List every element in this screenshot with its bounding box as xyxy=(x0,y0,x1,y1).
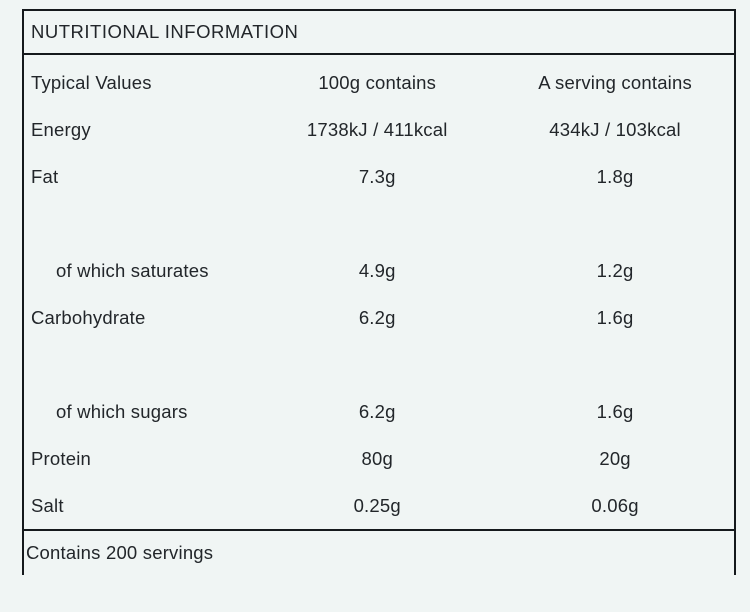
column-header-100g-contains: 100g contains xyxy=(318,71,437,93)
table-row-saturates: of which saturates 4.9g 1.2g xyxy=(24,247,734,294)
value-per-100g: 4.9g xyxy=(358,259,396,281)
value-per-serving: 20g xyxy=(599,447,631,469)
nutrient-label: Carbohydrate xyxy=(31,306,146,328)
value-per-100g: 6.2g xyxy=(358,400,396,422)
nutrient-label: Protein xyxy=(31,447,92,469)
nutrient-label: of which sugars xyxy=(56,400,188,422)
value-per-100g: 6.2g xyxy=(358,306,396,328)
value-per-serving: 1.8g xyxy=(596,165,634,187)
table-body: Typical Values 100g contains A serving c… xyxy=(24,55,734,529)
table-row-fat: Fat 7.3g 1.8g xyxy=(24,153,734,200)
servings-note: Contains 200 servings xyxy=(26,542,214,563)
table-row-sugars: of which sugars 6.2g 1.6g xyxy=(24,388,734,435)
value-per-serving: 1.6g xyxy=(596,400,634,422)
column-header-row: Typical Values 100g contains A serving c… xyxy=(24,59,734,106)
column-header-serving-contains: A serving contains xyxy=(538,71,692,93)
value-per-100g: 80g xyxy=(361,447,393,469)
value-per-serving: 0.06g xyxy=(591,494,639,516)
nutrient-label: Salt xyxy=(31,494,64,516)
value-per-serving: 1.2g xyxy=(596,259,634,281)
nutrient-label: of which saturates xyxy=(56,259,209,281)
table-row-protein: Protein 80g 20g xyxy=(24,435,734,482)
value-per-100g: 1738kJ / 411kcal xyxy=(306,118,448,140)
servings-note-row: Contains 200 servings xyxy=(24,531,734,575)
nutrition-table: NUTRITIONAL INFORMATION Typical Values 1… xyxy=(22,9,736,575)
empty-row xyxy=(24,341,734,388)
table-row-carbohydrate: Carbohydrate 6.2g 1.6g xyxy=(24,294,734,341)
value-per-serving: 1.6g xyxy=(596,306,634,328)
empty-row xyxy=(24,200,734,247)
value-per-serving: 434kJ / 103kcal xyxy=(549,118,681,140)
value-per-100g: 7.3g xyxy=(358,165,396,187)
table-row-salt: Salt 0.25g 0.06g xyxy=(24,482,734,529)
nutrient-label: Fat xyxy=(31,165,59,187)
column-header-typical-values: Typical Values xyxy=(31,71,152,93)
nutrient-label: Energy xyxy=(31,118,91,140)
table-row-energy: Energy 1738kJ / 411kcal 434kJ / 103kcal xyxy=(24,106,734,153)
footer-divider xyxy=(24,529,734,531)
table-title: NUTRITIONAL INFORMATION xyxy=(31,21,299,42)
table-title-row: NUTRITIONAL INFORMATION xyxy=(24,11,734,55)
value-per-100g: 0.25g xyxy=(353,494,401,516)
